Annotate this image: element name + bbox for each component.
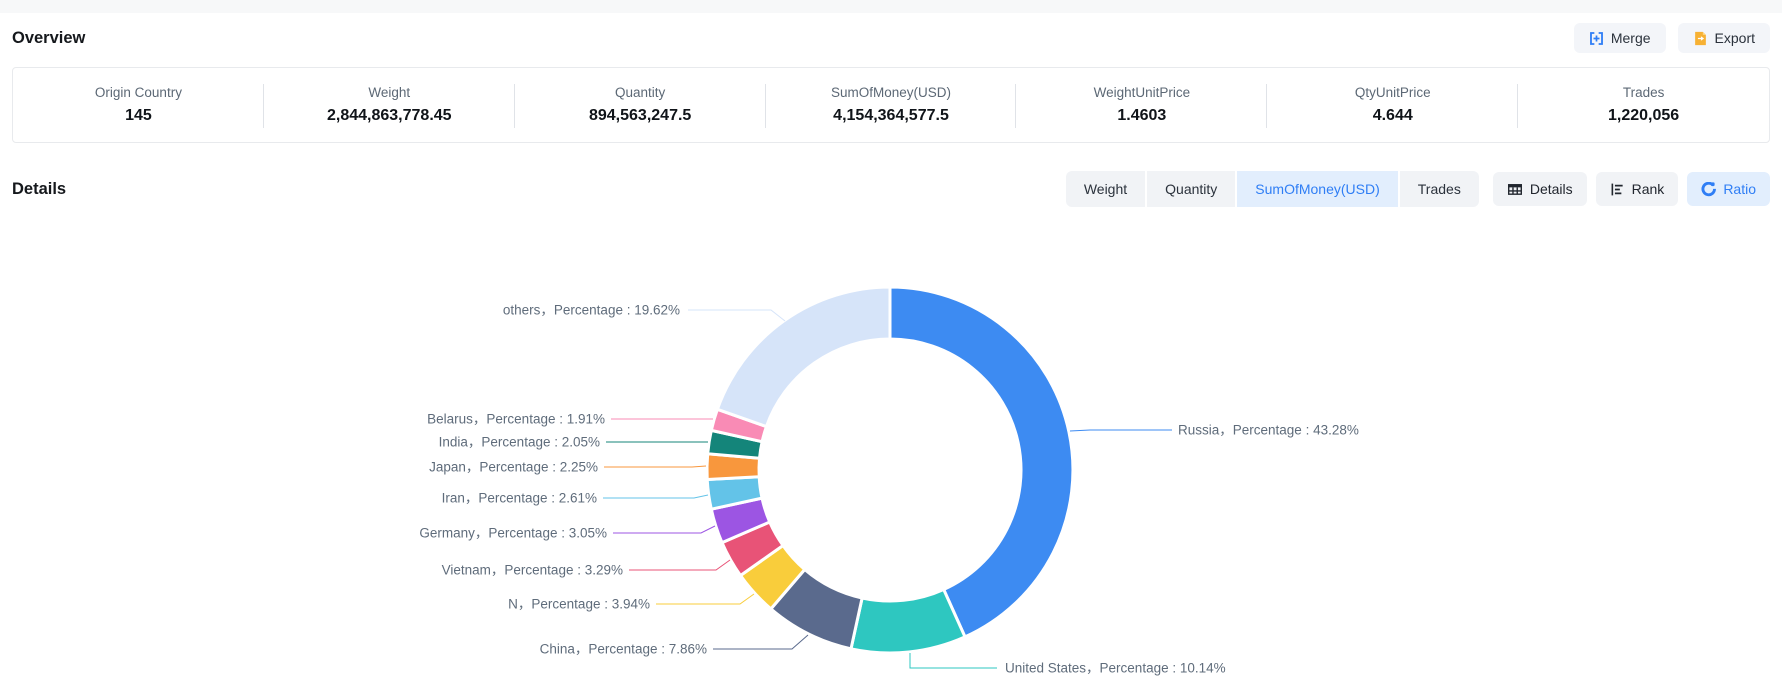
label-line-germany [613,526,715,533]
merge-button[interactable]: Merge [1574,23,1666,53]
pie-label-russia: Russia，Percentage : 43.28% [1178,423,1359,438]
export-label: Export [1715,30,1755,46]
overview-title: Overview [12,29,85,48]
stat-cell-trades: Trades 1,220,056 [1518,68,1769,142]
pie-label-vietnam: Vietnam，Percentage : 3.29% [442,563,623,578]
stat-value: 4,154,364,577.5 [766,107,1017,125]
label-line-united-states [910,653,997,668]
pie-label-germany: Germany，Percentage : 3.05% [419,526,607,541]
stat-value: 1.4603 [1016,107,1267,125]
ratio-view-button[interactable]: Ratio [1687,172,1770,206]
merge-icon [1589,31,1604,46]
pie-label-n: N，Percentage : 3.94% [508,597,650,612]
table-icon [1507,182,1523,197]
label-line-n [656,594,754,604]
pie-slice-russia[interactable] [890,287,1073,637]
view-button-group: Details Rank Ratio [1493,172,1770,206]
stat-value: 2,844,863,778.45 [264,107,515,125]
stat-cell-quantity: Quantity 894,563,247.5 [515,68,766,142]
overview-header: Overview Merge Export [12,19,1770,57]
stat-value: 4.644 [1267,107,1518,125]
stat-cell-origin-country: Origin Country 145 [13,68,264,142]
pie-label-united-states: United States，Percentage : 10.14% [1005,661,1226,676]
stat-label: Quantity [515,85,766,100]
view-button-label: Rank [1632,181,1665,197]
label-line-japan [604,466,706,467]
stat-cell-weightunitprice: WeightUnitPrice 1.4603 [1016,68,1267,142]
export-icon [1693,31,1708,46]
view-button-label: Ratio [1723,181,1756,197]
stat-label: SumOfMoney(USD) [766,85,1017,100]
label-line-iran [603,495,708,498]
details-title: Details [12,180,66,199]
pie-slice-others[interactable] [717,287,890,427]
donut-chart: Russia，Percentage : 43.28% United States，… [0,218,1782,688]
pie-label-japan: Japan，Percentage : 2.25% [429,460,598,475]
label-line-russia [1070,430,1172,431]
details-controls: WeightQuantitySumOfMoney(USD)Trades Deta… [1066,171,1770,207]
details-header: Details WeightQuantitySumOfMoney(USD)Tra… [12,170,1770,208]
tab-quantity[interactable]: Quantity [1147,171,1235,207]
merge-label: Merge [1611,30,1651,46]
tab-sumofmoney-usd[interactable]: SumOfMoney(USD) [1237,171,1397,207]
pie-label-iran: Iran，Percentage : 2.61% [442,491,597,506]
top-strip [0,0,1782,13]
stat-label: Trades [1518,85,1769,100]
pie-label-china: China，Percentage : 7.86% [540,642,707,657]
tab-weight[interactable]: Weight [1066,171,1145,207]
stat-cell-sumofmoney-usd: SumOfMoney(USD) 4,154,364,577.5 [766,68,1017,142]
pie-label-belarus: Belarus，Percentage : 1.91% [427,412,605,427]
stat-label: Origin Country [13,85,264,100]
stat-label: WeightUnitPrice [1016,85,1267,100]
stats-bar: Origin Country145Weight2,844,863,778.45Q… [12,67,1770,143]
label-line-others [688,310,785,321]
rank-icon [1610,182,1625,197]
stat-value: 894,563,247.5 [515,107,766,125]
pie-slice-united-states[interactable] [851,590,965,653]
donut-chart-svg: Russia，Percentage : 43.28% United States，… [0,218,1782,688]
label-line-vietnam [629,560,730,570]
tab-trades[interactable]: Trades [1400,171,1479,207]
pie-label-others: others，Percentage : 19.62% [503,303,680,318]
pie-icon [1701,182,1716,197]
pie-label-india: India，Percentage : 2.05% [439,435,600,450]
metric-tab-group: WeightQuantitySumOfMoney(USD)Trades [1066,171,1479,207]
rank-view-button[interactable]: Rank [1596,172,1679,206]
label-line-china [713,635,808,649]
stat-cell-weight: Weight 2,844,863,778.45 [264,68,515,142]
stat-value: 1,220,056 [1518,107,1769,125]
header-actions: Merge Export [1574,23,1770,53]
stat-label: QtyUnitPrice [1267,85,1518,100]
export-button[interactable]: Export [1678,23,1770,53]
stat-value: 145 [13,107,264,125]
view-button-label: Details [1530,181,1573,197]
stat-cell-qtyunitprice: QtyUnitPrice 4.644 [1267,68,1518,142]
details-view-button[interactable]: Details [1493,172,1587,206]
stat-label: Weight [264,85,515,100]
